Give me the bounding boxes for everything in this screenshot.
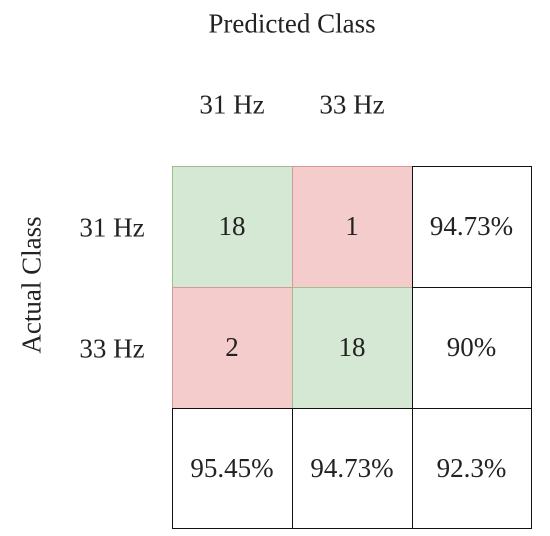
cell: 18	[291, 286, 413, 409]
cell: 95.45%	[171, 407, 293, 529]
cell: 1	[291, 165, 413, 288]
cell: 94.73%	[411, 165, 532, 288]
row-label: 33 Hz	[79, 333, 145, 364]
column-label: 31 Hz	[199, 89, 265, 120]
cell: 92.3%	[411, 407, 532, 529]
cell: 94.73%	[291, 407, 413, 529]
confusion-matrix: 18 1 94.73% 2 18 90% 95.45% 94.73% 92.3%	[171, 165, 532, 529]
column-label: 33 Hz	[319, 89, 385, 120]
title: Predicted Class	[208, 8, 376, 39]
row-label: 31 Hz	[79, 212, 145, 243]
cell: 2	[171, 286, 293, 409]
y-label: Actual Class	[16, 216, 47, 354]
cell: 90%	[411, 286, 532, 409]
cell: 18	[171, 165, 293, 288]
